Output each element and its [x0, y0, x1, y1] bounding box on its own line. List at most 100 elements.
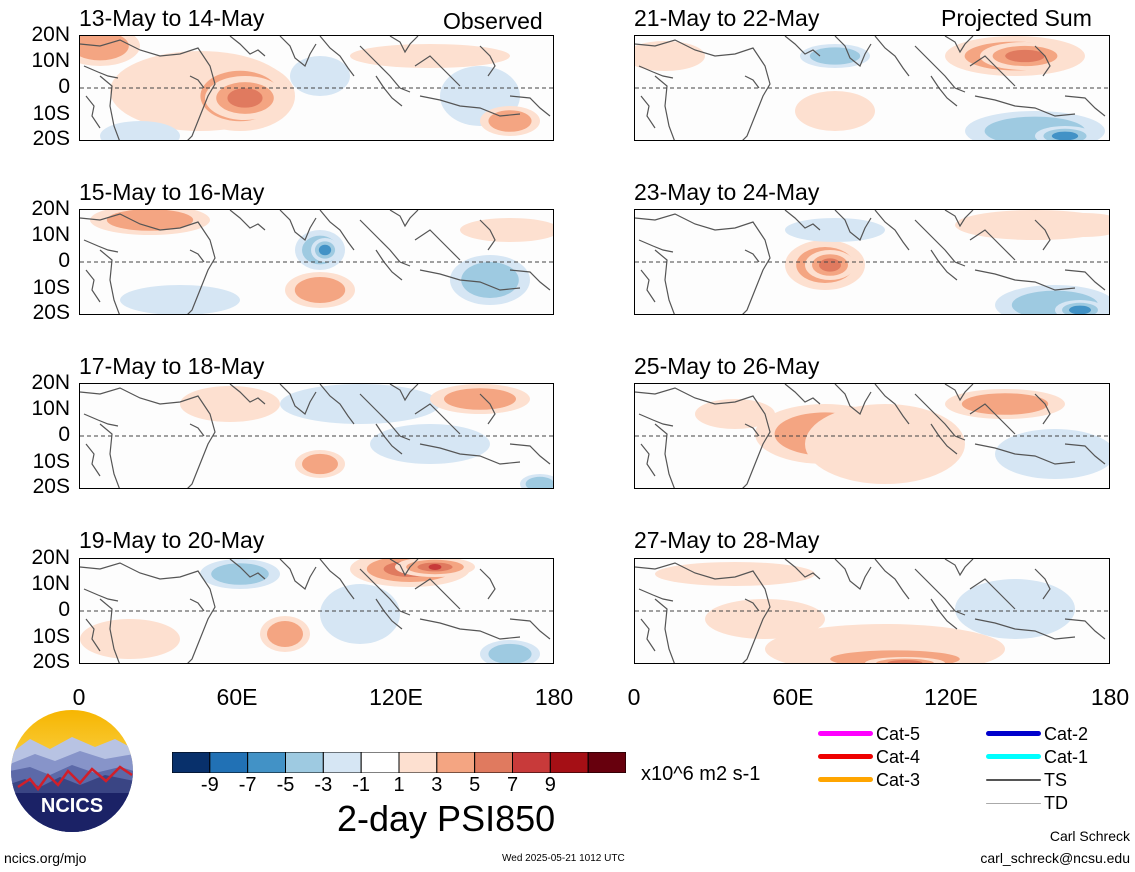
- coastline: [914, 45, 966, 93]
- coastline: [80, 39, 216, 140]
- coastline: [389, 384, 419, 402]
- coastline: [1064, 618, 1106, 640]
- coastline: [414, 55, 461, 87]
- anomaly-contour: [461, 262, 519, 298]
- lat-label: 10N: [31, 396, 70, 420]
- footer-timestamp: Wed 2025-05-21 1012 UTC: [502, 853, 625, 864]
- anomaly-contour: [1051, 131, 1079, 140]
- legend-label: Cat-5: [876, 724, 921, 744]
- coastline: [654, 75, 675, 140]
- panel-title: 17-May to 18-May: [79, 353, 265, 379]
- anomaly-contour: [887, 660, 923, 663]
- anomaly-contour: [267, 621, 303, 647]
- coastline: [874, 36, 910, 77]
- logo-text: NCICS: [41, 795, 103, 817]
- colorbar-swatch: [285, 751, 324, 774]
- lat-label: 10N: [31, 48, 70, 72]
- coastline: [969, 229, 1016, 261]
- lat-label: 20N: [31, 197, 70, 220]
- coastline: [359, 568, 411, 616]
- coastline: [635, 562, 771, 663]
- colorbar-tick-label: -1: [352, 774, 371, 796]
- coastline: [974, 269, 1076, 291]
- coastline: [189, 75, 205, 89]
- coastline: [229, 559, 266, 580]
- anomaly-contour: [100, 121, 180, 140]
- map-panel: [634, 209, 1110, 315]
- lon-label: 60E: [772, 684, 814, 710]
- coastline: [654, 423, 675, 488]
- coastline: [509, 95, 551, 117]
- coastline: [784, 559, 821, 580]
- anomaly-contour: [211, 563, 269, 585]
- coastline: [479, 393, 496, 425]
- lat-label: 10S: [32, 275, 70, 299]
- coastline: [969, 403, 1016, 435]
- anomaly-contour: [294, 277, 346, 303]
- coastline: [834, 559, 872, 590]
- coastline: [414, 578, 461, 610]
- projected-sum-label: Projected Sum: [941, 5, 1092, 31]
- lat-label: 20N: [31, 371, 70, 394]
- coastline: [85, 95, 101, 129]
- coastline: [784, 210, 821, 231]
- anomaly-contour: [525, 476, 553, 488]
- legend-label: Cat-2: [1044, 724, 1089, 744]
- coastline: [359, 219, 411, 267]
- coastline: [974, 618, 1076, 640]
- coastline: [930, 423, 958, 455]
- colorbar-tick-label: -7: [238, 774, 257, 796]
- colorbar-tick-label: 3: [431, 774, 443, 796]
- anomaly-contour: [280, 384, 440, 424]
- anomaly-contour: [809, 47, 861, 65]
- colorbar-swatch: [322, 751, 362, 774]
- colorbar-swatch: [247, 751, 286, 774]
- colorbar-swatch: [587, 751, 627, 774]
- lon-label: 180: [1090, 684, 1130, 710]
- anomaly-contour: [961, 393, 1049, 415]
- coastline: [1064, 269, 1106, 291]
- anomaly-contour: [370, 424, 490, 464]
- map-panel: [79, 209, 554, 315]
- colorbar-swatch: [360, 751, 400, 774]
- coastline: [83, 239, 119, 253]
- colorbar-swatch: [549, 751, 589, 774]
- coastline: [930, 249, 958, 281]
- coastline: [744, 75, 760, 89]
- lon-label: 0: [72, 684, 86, 710]
- lat-label: 20S: [32, 650, 70, 673]
- coastline: [375, 249, 403, 281]
- coastline: [969, 55, 1016, 87]
- colorbar-tick-label: -9: [200, 774, 219, 796]
- coastline: [638, 239, 674, 253]
- coastline: [635, 387, 771, 488]
- anomaly-contour: [106, 210, 194, 231]
- legend-swatch: [818, 731, 873, 736]
- coastline: [189, 423, 205, 437]
- footer-author: Carl Schreck: [1049, 828, 1130, 844]
- coastline: [319, 559, 355, 600]
- legend-swatch: [986, 754, 1041, 759]
- lon-label: 120E: [369, 684, 423, 710]
- anomaly-contour: [785, 218, 885, 242]
- colorbar-tick-label: -5: [276, 774, 295, 796]
- coastline: [1034, 568, 1051, 600]
- anomaly-contour: [444, 388, 516, 410]
- coastline: [1034, 219, 1051, 251]
- anomaly-contour: [705, 599, 825, 639]
- anomaly-contour: [695, 399, 775, 429]
- coastline: [99, 75, 120, 140]
- coastline: [83, 413, 119, 427]
- map-panel: [79, 383, 554, 489]
- lat-label: 10N: [31, 222, 70, 246]
- coastline: [229, 210, 266, 231]
- coastline: [914, 393, 966, 441]
- coastline: [1064, 95, 1106, 117]
- coastline: [744, 249, 760, 263]
- observed-label: Observed: [443, 8, 543, 34]
- anomaly-contour: [227, 88, 263, 108]
- ncics-logo: NCICS: [10, 709, 134, 833]
- coastline: [509, 269, 551, 291]
- coastline: [944, 210, 974, 228]
- coastline: [874, 559, 910, 600]
